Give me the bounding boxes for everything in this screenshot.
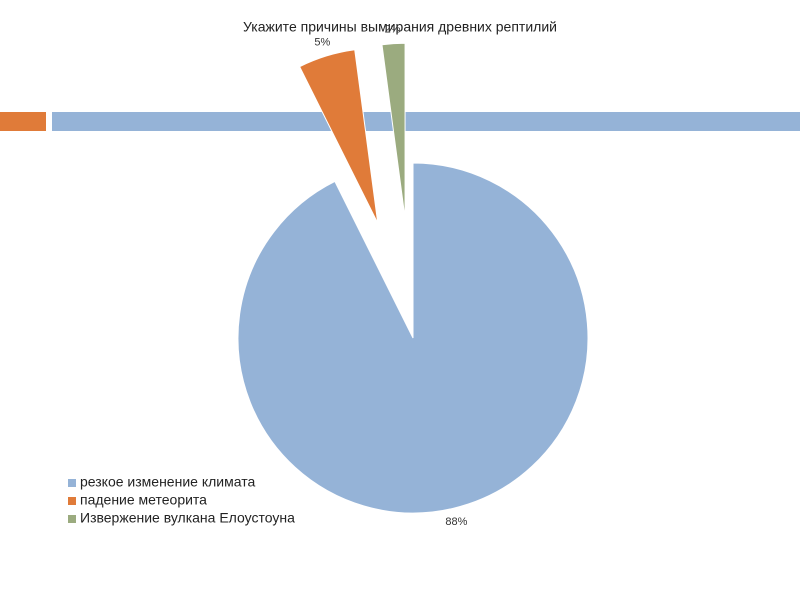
- legend-label: резкое изменение климата: [80, 474, 255, 490]
- slice-value-label: 88%: [445, 516, 467, 528]
- chart-title: Укажите причины вымирания древних рептил…: [243, 19, 557, 35]
- legend-swatch: [68, 515, 76, 523]
- pie-slice: [237, 162, 589, 514]
- pie-slice: [381, 42, 406, 219]
- decor-accent: [0, 112, 46, 131]
- pie-slice: [298, 49, 379, 224]
- slice-value-label: 2%: [385, 24, 401, 36]
- slice-value-label: 5%: [314, 36, 330, 48]
- legend-label: падение метеорита: [80, 492, 207, 508]
- legend-label: Извержение вулкана Елоустоуна: [80, 510, 295, 526]
- decor-bar: [52, 112, 800, 131]
- legend-swatch: [68, 497, 76, 505]
- legend-swatch: [68, 479, 76, 487]
